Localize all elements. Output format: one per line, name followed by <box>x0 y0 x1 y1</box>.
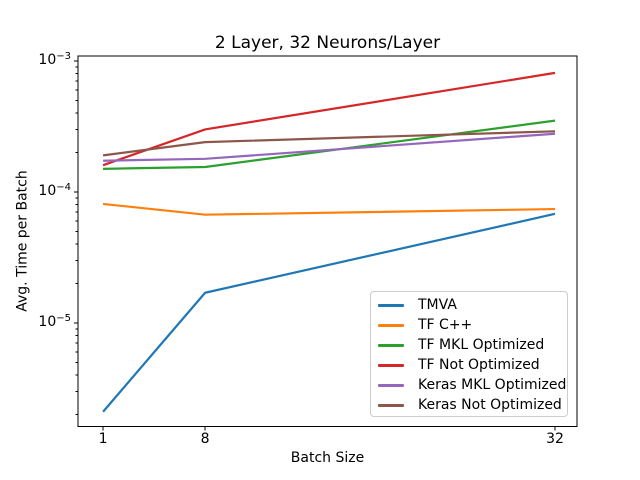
legend-swatch <box>378 383 404 387</box>
axes-spines <box>77 55 578 427</box>
y-tick-label: 10−4 <box>38 182 71 199</box>
series-line-tf-not-optimized <box>102 71 556 167</box>
legend-entry-tmva: TMVA <box>371 295 567 315</box>
series-line-tf-mkl-optimized <box>103 119 556 170</box>
series-line-tmva <box>102 212 556 413</box>
legend-swatch <box>378 363 404 367</box>
legend-swatch <box>378 343 404 347</box>
legend-entry-keras-mkl-optimized: Keras MKL Optimized <box>371 375 567 395</box>
chart-title: 2 Layer, 32 Neurons/Layer <box>214 33 441 53</box>
series-line-keras-not-optimized <box>102 130 556 157</box>
legend-entry-tf-not-optimized: TF Not Optimized <box>371 355 567 375</box>
x-tick-label: 8 <box>200 431 210 447</box>
y-tick-label: 10−5 <box>38 313 71 330</box>
legend-label: TF C++ <box>418 316 473 333</box>
legend-label: TMVA <box>418 296 457 313</box>
legend-entry-keras-not-optimized: Keras Not Optimized <box>371 395 567 415</box>
y-tick-label: 10−3 <box>38 51 71 68</box>
legend-swatch <box>378 303 404 307</box>
x-tick-label: 1 <box>98 431 108 447</box>
legend-entry-tf-mkl-optimized: TF MKL Optimized <box>371 335 567 355</box>
legend-label: TF Not Optimized <box>418 356 540 373</box>
legend: TMVA TF C++ TF MKL Optimized TF Not Optimiz… <box>370 291 568 417</box>
legend-label: Keras MKL Optimized <box>418 376 567 393</box>
legend-entry-tf-c: TF C++ <box>371 315 567 335</box>
series-line-tf-c <box>102 202 556 216</box>
legend-label: TF MKL Optimized <box>418 336 545 353</box>
series-line-keras-mkl-optimized <box>103 132 556 162</box>
legend-swatch <box>378 403 404 407</box>
x-tick-label: 32 <box>546 431 564 447</box>
legend-label: Keras Not Optimized <box>418 396 562 413</box>
legend-swatch <box>378 323 404 327</box>
x-axis-label: Batch Size <box>290 450 365 466</box>
